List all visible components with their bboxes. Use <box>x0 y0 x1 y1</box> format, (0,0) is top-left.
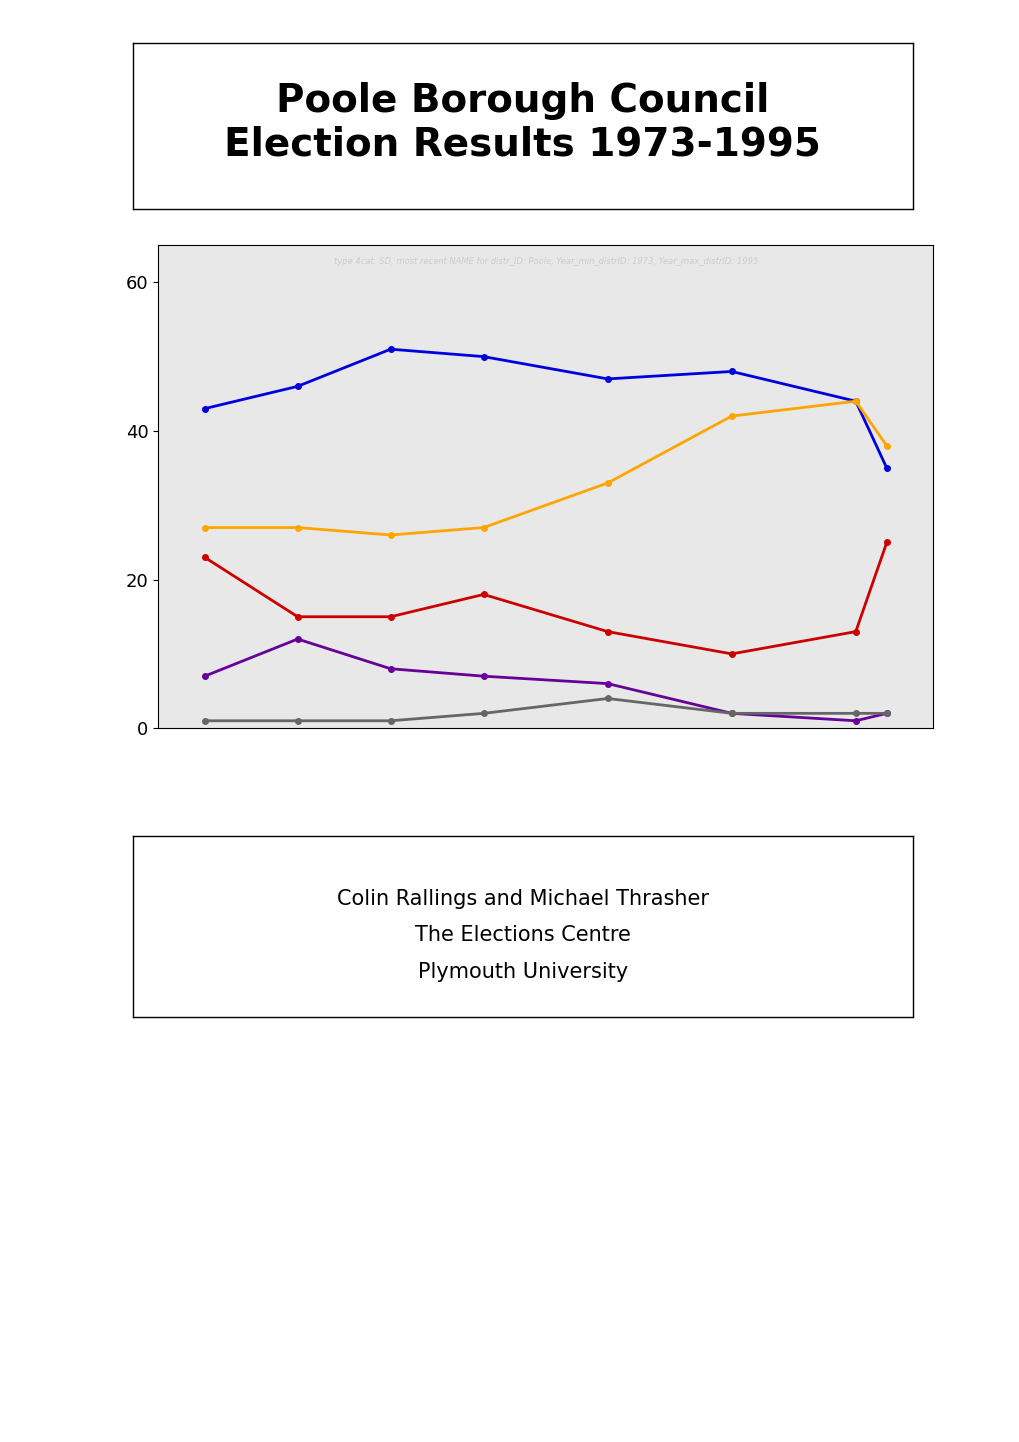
Text: type 4cat: SD, most recent NAME for distr_ID: Poole, Year_min_distrID: 1973, Yea: type 4cat: SD, most recent NAME for dist… <box>333 257 757 267</box>
Text: Poole Borough Council
Election Results 1973-1995: Poole Borough Council Election Results 1… <box>224 82 820 164</box>
Text: Colin Rallings and Michael Thrasher: Colin Rallings and Michael Thrasher <box>336 890 708 910</box>
Text: The Elections Centre: The Elections Centre <box>415 926 630 946</box>
Text: Plymouth University: Plymouth University <box>417 962 628 982</box>
